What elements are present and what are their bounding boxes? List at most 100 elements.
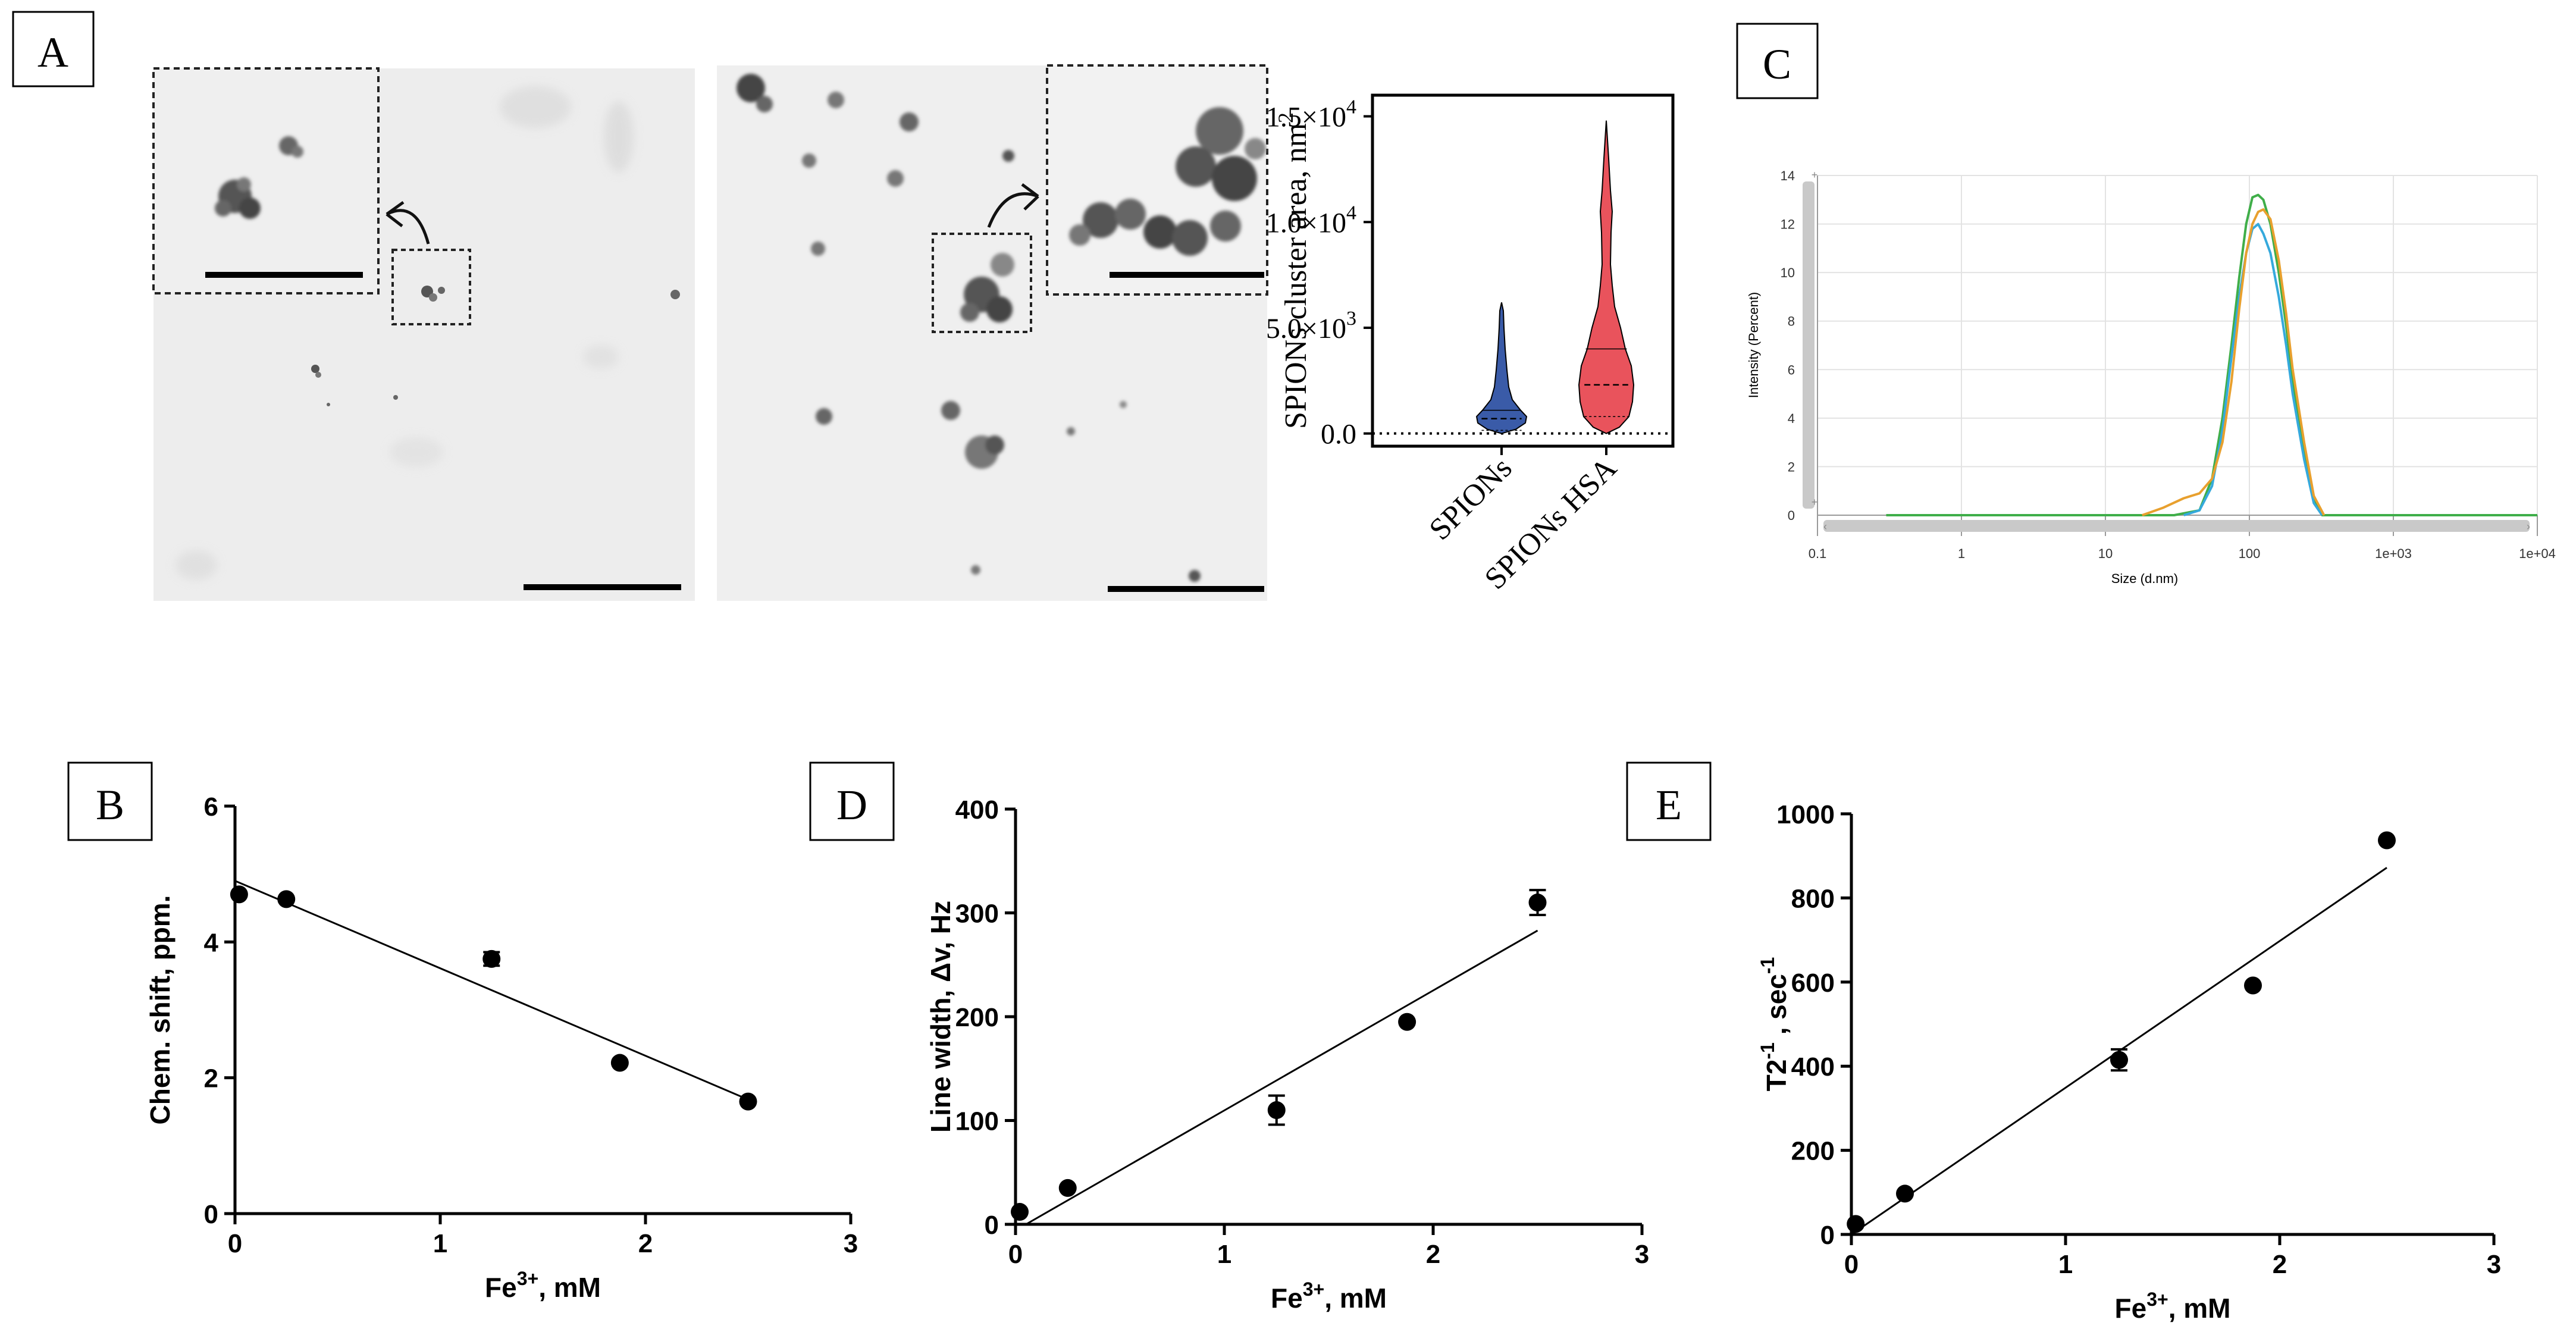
panel-label-e: E	[1626, 761, 1712, 841]
zoom-box	[932, 233, 1032, 333]
x-tick-label: 0.1	[1809, 546, 1827, 561]
y-tick-label: 10	[1781, 265, 1795, 280]
tem-image-spions	[152, 67, 695, 601]
violin-1	[1475, 302, 1528, 434]
data-point	[610, 1054, 629, 1072]
data-point	[1011, 1203, 1029, 1221]
y-tick-label: 4	[204, 928, 219, 957]
scale-bar-inset	[205, 272, 363, 278]
nanoparticle-clusters	[311, 286, 680, 406]
series-line-2	[2183, 222, 2323, 516]
y-tick-label: 4	[1788, 411, 1795, 426]
y-tick-label: 600	[1791, 969, 1835, 998]
x-tick-label: 1	[433, 1229, 447, 1258]
series-line-3	[2142, 208, 2326, 516]
x-tick-label: 1	[1217, 1240, 1231, 1269]
scroll-down-icon[interactable]: +	[1812, 496, 1818, 508]
data-point	[482, 949, 501, 968]
x-tick-label: 2	[2273, 1250, 2287, 1279]
y-tick-label: 8	[1788, 314, 1795, 329]
inset-zoom	[1046, 64, 1268, 296]
y-tick-label: 6	[1788, 362, 1795, 377]
data-point	[1847, 1215, 1865, 1233]
t2-relaxation-chart: 0 200 400 600 800 1000 0 1 2 3 Fe3+, mM T2-1 , sec-…	[1757, 800, 2501, 1324]
y-tick-label: 0	[1820, 1221, 1835, 1250]
scroll-right-icon[interactable]: ›	[2527, 521, 2530, 532]
violin-bodies	[1475, 120, 1635, 434]
scroll-left-icon[interactable]: ‹	[1823, 521, 1827, 532]
y-axis-label: T2-1 , sec-1	[1757, 957, 1792, 1092]
y-tick-label: 800	[1791, 884, 1835, 913]
fit-line	[234, 880, 749, 1101]
x-axis-label: Size (d.nm)	[2111, 571, 2178, 586]
data-point	[2110, 1051, 2128, 1069]
data-point	[1058, 1179, 1077, 1197]
panel-letter-b: B	[96, 781, 124, 829]
data-point	[277, 890, 296, 908]
x-tick-label: 2	[1426, 1240, 1440, 1269]
y-tick-label: 300	[955, 900, 999, 929]
data-point	[739, 1092, 757, 1111]
data-point	[1398, 1013, 1417, 1031]
x-category-label: SPIONs	[1423, 451, 1519, 547]
y-tick-label: 14	[1781, 168, 1795, 183]
y-tick-label: 2	[204, 1064, 218, 1093]
x-tick-label: 2	[638, 1229, 653, 1258]
x-scrollbar[interactable]	[1823, 520, 2530, 532]
plot-frame	[1371, 93, 1675, 448]
y-tick-label: 400	[955, 795, 999, 825]
violin-2	[1578, 120, 1635, 434]
panel-letter-e: E	[1656, 781, 1682, 829]
y-scrollbar[interactable]	[1803, 181, 1815, 509]
panel-label-d: D	[809, 761, 895, 841]
y-tick-label: 200	[955, 1003, 999, 1032]
x-tick-label: 1e+04	[2519, 546, 2556, 561]
y-axis: 0.0 5.0×103 1.0×104 1.5×104	[1266, 96, 1673, 450]
y-axis-label: SPIONs cluster area, nm2	[1274, 112, 1313, 429]
y-tick-label: 0	[985, 1211, 999, 1240]
inset-zoom	[152, 67, 380, 294]
y-tick-label: 1.0×104	[1266, 202, 1356, 239]
data-point	[2244, 976, 2262, 995]
grid-lines	[1817, 175, 2538, 516]
x-tick-label: 3	[844, 1229, 858, 1258]
chem-shift-chart: 0 2 4 6 0 1 2 3 Fe3+, mM Chem. shift, ppm.	[145, 792, 858, 1303]
fit-line	[1025, 929, 1538, 1226]
x-tick-label: 0	[1844, 1250, 1859, 1279]
x-tick-label: 3	[2487, 1250, 2501, 1279]
y-tick-label: 6	[204, 792, 218, 822]
panel-label-b: B	[67, 761, 153, 841]
panel-label-a: A	[12, 11, 95, 87]
line-width-chart: 0 100 200 300 400 0 1 2 3 Fe3+, mM Line width, Δv,…	[925, 795, 1649, 1314]
data-point	[2378, 831, 2396, 850]
scale-bar-inset	[1110, 272, 1264, 278]
tem-image-spions-hsa	[717, 64, 1268, 601]
x-tick-label: 3	[1635, 1240, 1649, 1269]
y-axis-label: Intensity (Percent)	[1746, 292, 1761, 399]
data-point	[1528, 894, 1547, 912]
y-tick-label: 0	[1788, 508, 1795, 523]
x-tick-label: 1	[1958, 546, 1965, 561]
panel-label-c: C	[1736, 23, 1819, 99]
y-axis-label: Line width, Δv, Hz	[925, 901, 956, 1133]
y-tick-label: 0.0	[1321, 419, 1356, 450]
scale-bar	[524, 584, 681, 590]
x-axis-label: Fe3+, mM	[1271, 1278, 1387, 1314]
x-tick-label: 1	[2058, 1250, 2073, 1279]
data-point	[230, 885, 248, 904]
x-tick-label: 0	[1008, 1240, 1023, 1269]
zoom-arrow	[987, 192, 1039, 228]
scroll-up-icon[interactable]: +	[1812, 169, 1818, 181]
y-tick-label: 0	[204, 1200, 218, 1229]
y-tick-label: 1000	[1776, 800, 1835, 829]
y-axis-label: Chem. shift, ppm.	[145, 895, 176, 1125]
x-axis-label: Fe3+, mM	[2115, 1289, 2231, 1324]
nanoparticle-clusters	[737, 74, 1201, 582]
x-tick-label: 10	[2098, 546, 2113, 561]
y-tick-label: 400	[1791, 1052, 1835, 1082]
data-point	[1896, 1184, 1914, 1203]
x-tick-label: 100	[2239, 546, 2261, 561]
